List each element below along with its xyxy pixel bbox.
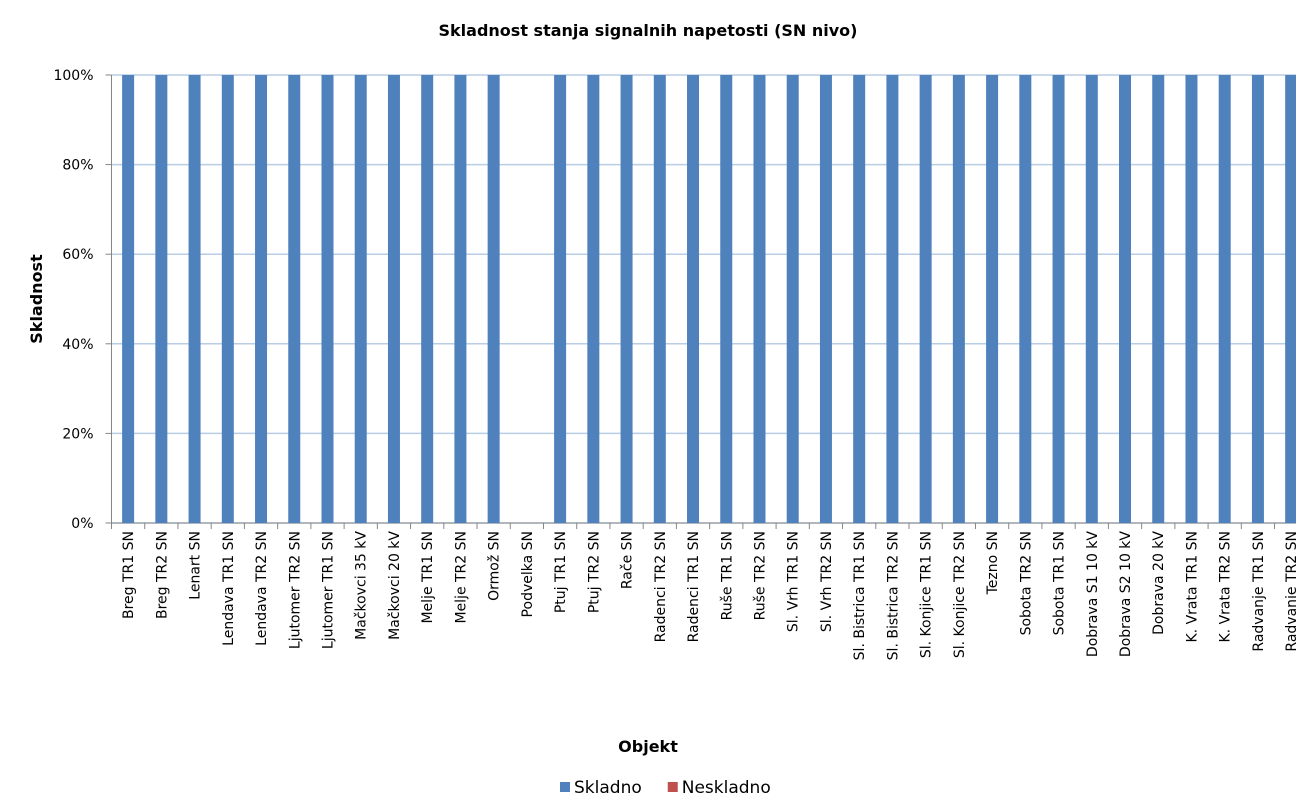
x-tick-label: Mačkovci 20 kV xyxy=(387,531,403,640)
bar xyxy=(387,75,400,523)
x-tick-label: K. Vrata TR1 SN xyxy=(1184,531,1200,643)
x-tick-label: Lendava TR2 SN xyxy=(254,531,270,646)
x-tick-label: K. Vrata TR2 SN xyxy=(1218,531,1234,643)
bar xyxy=(354,75,367,523)
y-tick-label: 80% xyxy=(62,158,93,174)
legend-label: Neskladno xyxy=(682,778,771,798)
bar xyxy=(786,75,799,523)
x-tick-label: Lendava TR1 SN xyxy=(221,531,237,646)
bar xyxy=(1251,75,1264,523)
x-tick-label: Breg TR1 SN xyxy=(121,531,137,619)
x-tick-label: Radvanje TR2 SN xyxy=(1284,531,1296,652)
bar xyxy=(853,75,866,523)
x-tick-label: Radenci TR1 SN xyxy=(686,531,702,642)
x-tick-label: Lenart SN xyxy=(188,531,204,600)
bar xyxy=(554,75,567,523)
x-tick-label: Dobrava 20 kV xyxy=(1151,531,1167,635)
legend-swatch xyxy=(560,782,570,792)
y-tick-label: 100% xyxy=(53,68,93,84)
x-tick-label: Sl. Konjice TR1 SN xyxy=(919,531,935,658)
bar xyxy=(454,75,467,523)
bar xyxy=(1152,75,1165,523)
x-tick-label: Ljutomer TR1 SN xyxy=(320,531,336,649)
x-tick-label: Melje TR2 SN xyxy=(453,531,469,624)
bar xyxy=(221,75,234,523)
x-tick-label: Podvelka SN xyxy=(520,531,536,617)
x-tick-label: Sl. Bistrica TR1 SN xyxy=(852,531,868,660)
x-tick-label: Ruše TR1 SN xyxy=(719,531,735,620)
x-tick-label: Sl. Konjice TR2 SN xyxy=(952,531,968,658)
x-tick-label: Ptuj TR1 SN xyxy=(553,531,569,613)
bar xyxy=(188,75,201,523)
x-tick-label: Sobota TR1 SN xyxy=(1052,531,1068,635)
x-tick-label: Tezno SN xyxy=(985,531,1001,595)
bar xyxy=(720,75,733,523)
x-tick-label: Breg TR2 SN xyxy=(154,531,170,619)
bar xyxy=(1285,75,1296,523)
bar xyxy=(919,75,932,523)
legend-label: Skladno xyxy=(574,778,642,798)
x-tick-label: Radvanje TR1 SN xyxy=(1251,531,1267,652)
x-tick-label: Rače SN xyxy=(620,531,636,589)
bar xyxy=(1085,75,1098,523)
bar xyxy=(653,75,666,523)
x-tick-label: Dobrava S2 10 kV xyxy=(1118,531,1134,657)
x-tick-label: Melje TR1 SN xyxy=(420,531,436,624)
bar xyxy=(1052,75,1065,523)
x-tick-label: Radenci TR2 SN xyxy=(653,531,669,642)
bar xyxy=(620,75,633,523)
y-tick-label: 20% xyxy=(62,426,93,442)
bar xyxy=(952,75,965,523)
bar xyxy=(1019,75,1032,523)
bar xyxy=(122,75,135,523)
x-tick-label: Ruše TR2 SN xyxy=(752,531,768,620)
y-tick-label: 0% xyxy=(71,516,93,532)
x-tick-label: Sl. Vrh TR2 SN xyxy=(819,531,835,632)
bar xyxy=(753,75,766,523)
bar xyxy=(886,75,899,523)
bar xyxy=(819,75,832,523)
x-axis-label: Objekt xyxy=(618,737,678,756)
legend-swatch xyxy=(667,782,678,792)
bar xyxy=(1119,75,1132,523)
bar xyxy=(687,75,700,523)
y-tick-label: 60% xyxy=(62,247,93,263)
bar xyxy=(255,75,268,523)
y-axis-label: Skladnost xyxy=(27,254,46,344)
bar xyxy=(421,75,434,523)
x-tick-label: Mačkovci 35 kV xyxy=(354,531,370,640)
x-tick-label: Dobrava S1 10 kV xyxy=(1085,531,1101,657)
x-tick-label: Ptuj TR2 SN xyxy=(586,531,602,613)
bar xyxy=(1185,75,1198,523)
x-tick-label: Sl. Bistrica TR2 SN xyxy=(885,531,901,660)
x-tick-label: Ormož SN xyxy=(487,531,503,601)
y-tick-label: 40% xyxy=(62,337,93,353)
chart-title: Skladnost stanja signalnih napetosti (SN… xyxy=(439,21,858,40)
bar xyxy=(288,75,301,523)
x-tick-label: Sl. Vrh TR1 SN xyxy=(786,531,802,632)
bar xyxy=(487,75,500,523)
x-tick-label: Sobota TR2 SN xyxy=(1018,531,1034,635)
bar xyxy=(155,75,168,523)
bar xyxy=(587,75,600,523)
bar xyxy=(1218,75,1231,523)
bar xyxy=(986,75,999,523)
x-tick-label: Ljutomer TR2 SN xyxy=(287,531,303,649)
bar xyxy=(321,75,334,523)
